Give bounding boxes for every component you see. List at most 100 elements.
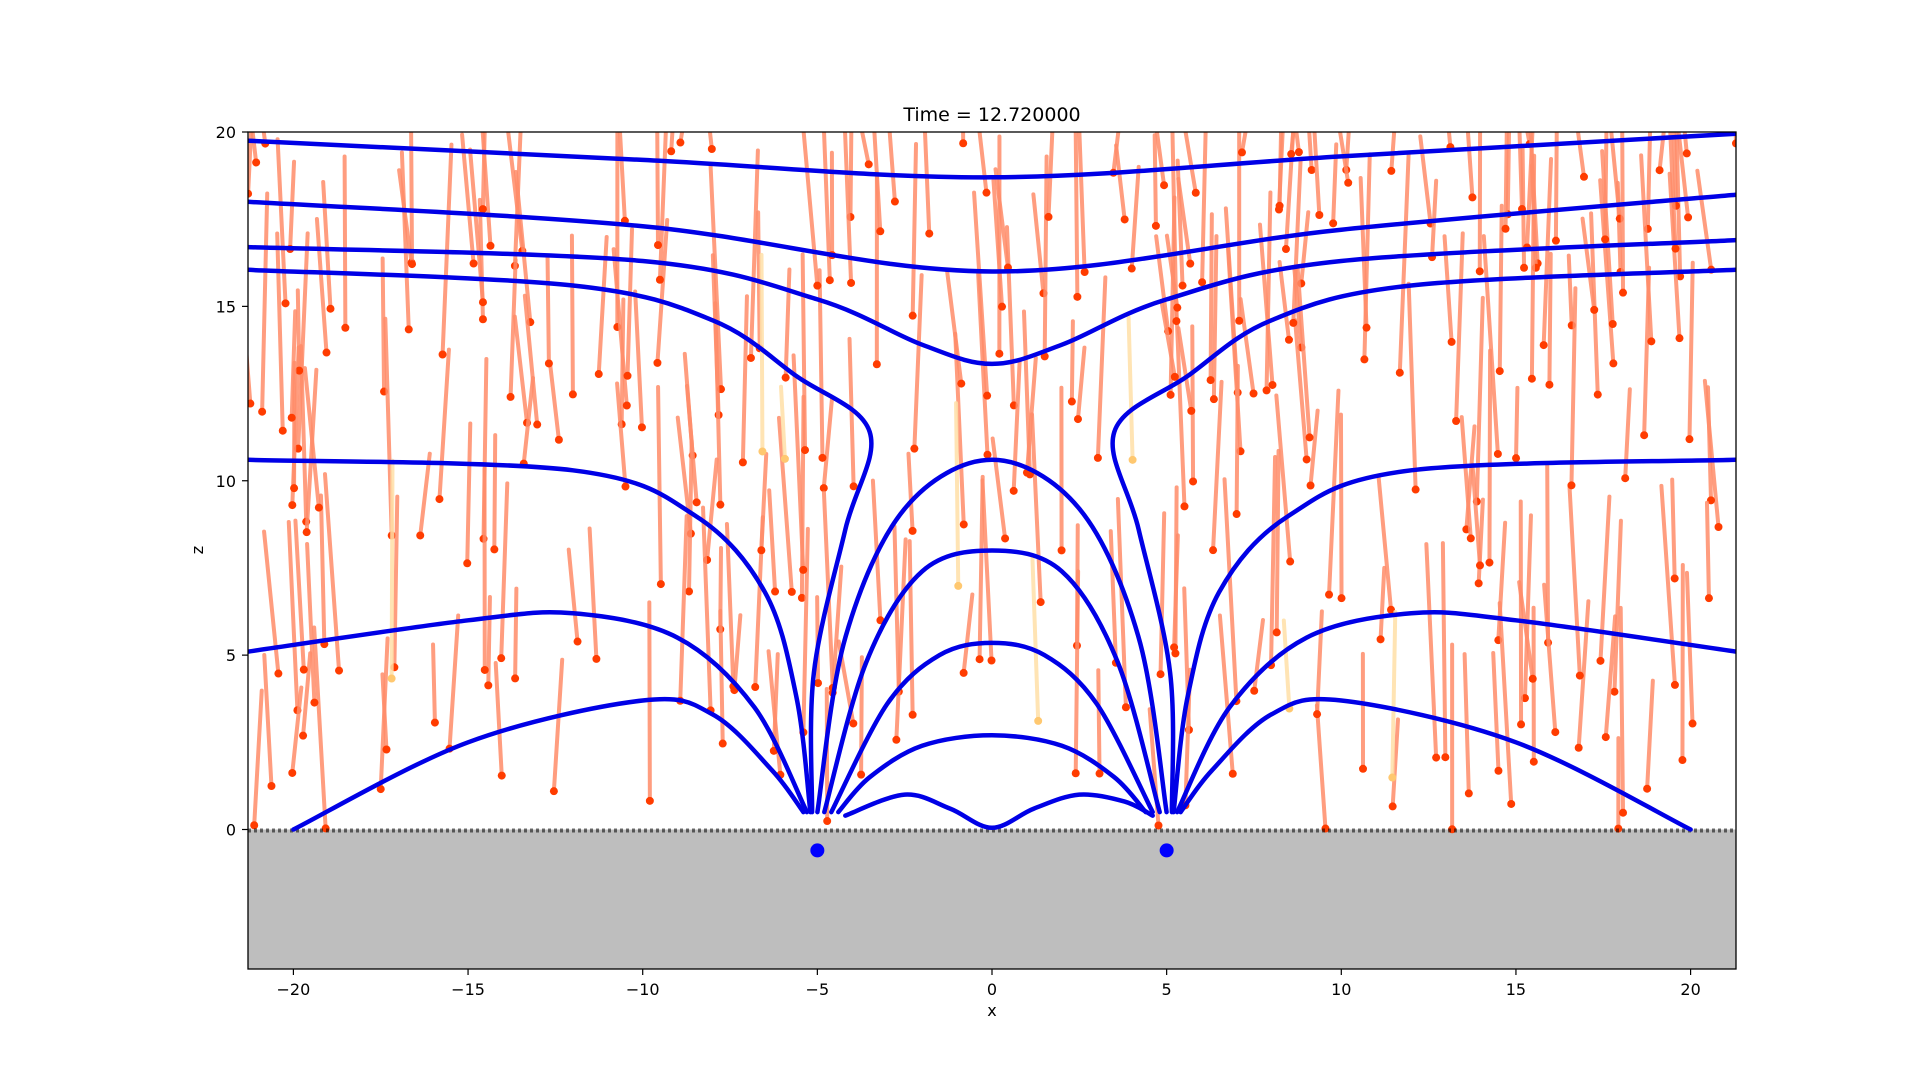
particle-head (416, 531, 425, 540)
particle-head (1688, 719, 1697, 728)
particle-trail (1424, 542, 1439, 760)
particle-trail (1075, 345, 1087, 422)
particle-head (533, 420, 542, 429)
particle-trail (633, 289, 644, 430)
particle-trail (1096, 668, 1102, 776)
particle-head (1507, 799, 1516, 808)
particle-head (1675, 334, 1684, 343)
particle-head (1287, 150, 1296, 159)
particle-trail (1077, 132, 1087, 275)
particle-head (497, 654, 506, 663)
particle-trail (783, 267, 792, 380)
particle-trail (248, 132, 254, 196)
y-tick-label: 0 (226, 821, 236, 840)
particle-trail (547, 359, 561, 442)
particle-head (814, 679, 823, 688)
particle-head (484, 681, 493, 690)
x-tick-label: −15 (451, 980, 485, 999)
particle-head (267, 782, 276, 791)
particle-trail (397, 168, 414, 265)
particle-trail (977, 474, 985, 662)
particle-head (653, 358, 662, 367)
particle-trail (1547, 251, 1553, 387)
particle-head (1198, 278, 1207, 287)
particle-trail (779, 384, 787, 461)
particle-head (1360, 355, 1369, 364)
particle-trail (655, 132, 660, 248)
particle-trail (296, 231, 310, 451)
particle-head (983, 391, 992, 400)
particle-head (1093, 453, 1102, 462)
particle-head (1306, 481, 1315, 490)
particle-trail (906, 451, 915, 533)
particle-trail (492, 433, 498, 552)
particle-trail (1069, 319, 1075, 404)
particle-head (573, 637, 582, 646)
particle-head (1579, 172, 1588, 181)
particle-head (995, 349, 1004, 358)
particle-trail (1659, 483, 1677, 687)
x-tick-label: 15 (1506, 980, 1526, 999)
particle-head (1706, 496, 1715, 505)
particle-trail (1645, 132, 1653, 231)
particle-head (1684, 213, 1693, 222)
particle-head (302, 528, 311, 537)
particle-trail (431, 642, 437, 725)
particle-head (478, 205, 487, 214)
particle-trail (701, 505, 713, 713)
particle-head (1452, 416, 1461, 425)
particle-head (1095, 769, 1104, 778)
particle-trail (468, 147, 485, 305)
particle-head (622, 401, 631, 410)
particle-trail (1672, 132, 1678, 208)
particle-trail (1657, 132, 1666, 173)
y-tick-label: 5 (226, 646, 236, 665)
particle-trail (522, 293, 540, 427)
particle-trail (1274, 393, 1293, 564)
particle-trail (954, 401, 961, 588)
particle-trail (1274, 448, 1281, 635)
particle-head (592, 654, 601, 663)
particle-head (1647, 337, 1656, 346)
particle-trail (275, 231, 285, 433)
particle-head (1172, 317, 1181, 326)
particle-trail (657, 132, 668, 282)
particle-trail (1295, 264, 1312, 440)
particle-head (823, 817, 832, 826)
particle-trail (1440, 541, 1448, 760)
x-axis-label: x (987, 1001, 996, 1020)
particle-trail (1618, 605, 1626, 815)
particle-head (847, 278, 856, 287)
particle-trail (611, 247, 629, 408)
particle-head (813, 281, 822, 290)
particle-head (1337, 594, 1346, 603)
particle-trail (493, 661, 504, 778)
particle-head (1387, 166, 1396, 175)
particle-head (908, 311, 917, 320)
particle-trail (418, 451, 432, 538)
particle-head (497, 771, 506, 780)
particle-trail (1522, 513, 1533, 701)
particle-head (1551, 236, 1560, 245)
particle-head (1268, 380, 1277, 389)
particle-trail (1517, 132, 1525, 212)
particle-trail (1541, 157, 1554, 348)
particle-head (1608, 319, 1617, 328)
source-point (1159, 843, 1174, 858)
particle-trail (1277, 132, 1284, 208)
particle-trail (800, 252, 808, 453)
particle-head (1151, 221, 1160, 230)
particle-head (825, 276, 834, 285)
particle-head (959, 139, 968, 148)
particle-head (1127, 264, 1136, 273)
particle-head (594, 370, 603, 379)
particle-trail (687, 438, 694, 594)
particle-trail (822, 132, 832, 283)
particle-trail (1183, 132, 1198, 195)
particle-head (506, 392, 515, 401)
particle-trail (566, 547, 580, 644)
particle-trail (1529, 153, 1537, 381)
particle-trail (262, 529, 281, 676)
particle-head (1249, 389, 1258, 398)
particle-trail (1129, 164, 1141, 271)
